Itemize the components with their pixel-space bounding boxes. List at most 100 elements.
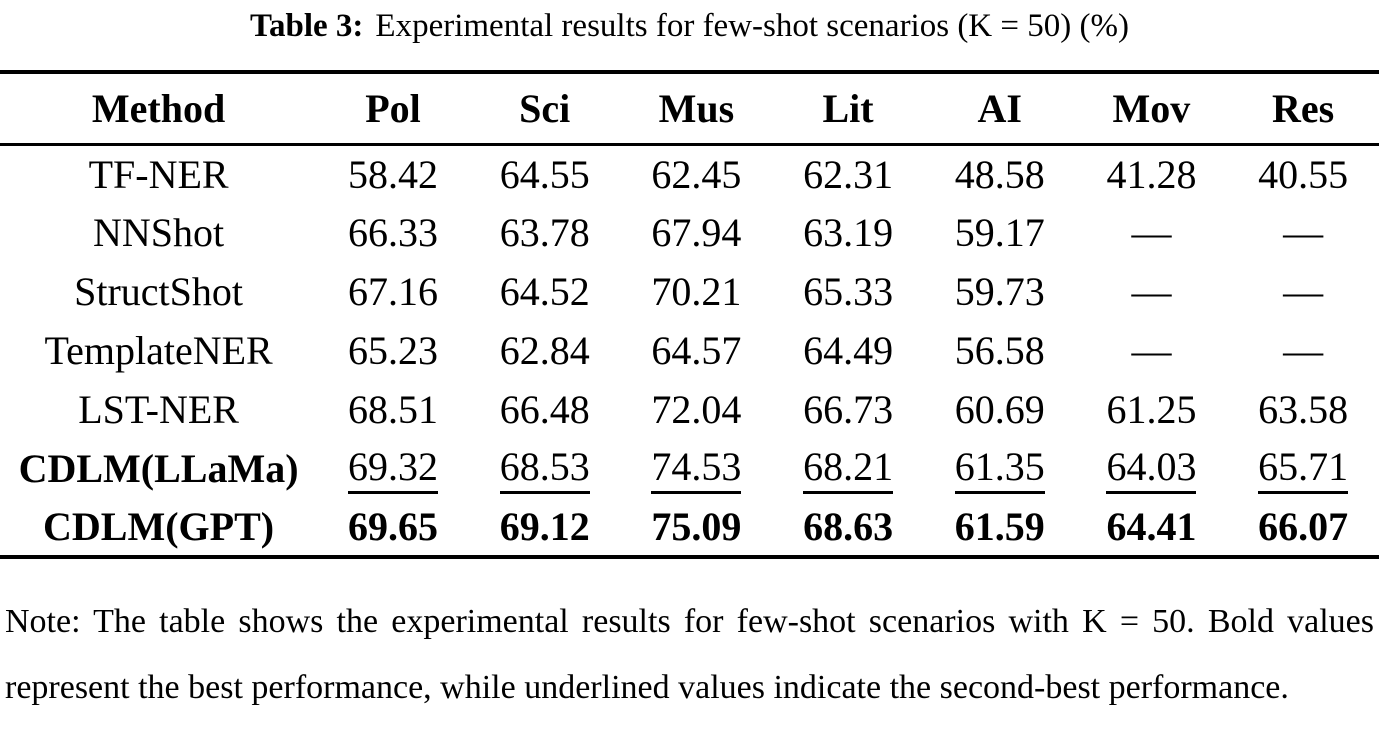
value-text: 67.16 (348, 269, 438, 314)
value-cell: 67.16 (317, 262, 469, 321)
value-text: 63.58 (1258, 387, 1349, 432)
table-row: StructShot 67.16 64.52 70.21 65.33 59.73 — — (0, 262, 1379, 321)
value-cell: 61.59 (924, 498, 1076, 557)
value-cell: 61.35 (924, 439, 1076, 498)
value-cell: 62.84 (469, 321, 621, 380)
value-text: 64.52 (499, 269, 590, 314)
table-caption-text: Experimental results for few-shot scenar… (375, 8, 1129, 44)
method-cell: NNShot (93, 210, 225, 255)
results-table: Method Pol Sci Mus Lit AI Mov Res TF-NER 58.42 64… (0, 70, 1379, 559)
value-cell: 68.63 (772, 498, 924, 557)
value-text: 68.53 (499, 446, 590, 494)
column-header-lit: Lit (822, 85, 874, 131)
table-head: Method Pol Sci Mus Lit AI Mov Res (0, 72, 1379, 144)
value-cell: 64.55 (469, 144, 621, 203)
value-cell: 69.65 (317, 498, 469, 557)
value-cell: 41.28 (1076, 144, 1228, 203)
value-text: 61.35 (954, 446, 1045, 494)
value-text: 64.49 (803, 328, 894, 373)
value-cell: 65.71 (1227, 439, 1379, 498)
column-header-sci: Sci (519, 85, 571, 131)
value-text: 69.32 (348, 446, 438, 494)
value-cell: 68.51 (317, 380, 469, 439)
value-cell: 66.73 (772, 380, 924, 439)
value-text: 66.48 (499, 387, 590, 432)
value-cell: 70.21 (621, 262, 773, 321)
value-cell: 63.19 (772, 203, 924, 262)
value-cell: 48.58 (924, 144, 1076, 203)
value-cell: 69.12 (469, 498, 621, 557)
missing-value-dash: — (1283, 269, 1324, 314)
table-row: NNShot 66.33 63.78 67.94 63.19 59.17 — — (0, 203, 1379, 262)
value-text: 69.12 (499, 504, 590, 549)
value-text: 60.69 (954, 387, 1045, 432)
value-text: 41.28 (1106, 151, 1197, 197)
value-cell: — (1227, 203, 1379, 262)
value-cell: 60.69 (924, 380, 1076, 439)
method-cell: StructShot (74, 269, 244, 314)
value-text: 66.33 (348, 210, 438, 255)
value-text: 70.21 (651, 269, 742, 314)
value-text: 68.63 (803, 504, 894, 549)
method-cell: CDLM(GPT) (43, 504, 275, 549)
value-cell: 64.41 (1076, 498, 1228, 557)
value-text: 67.94 (651, 210, 742, 255)
value-cell: 64.52 (469, 262, 621, 321)
value-cell: 64.57 (621, 321, 773, 380)
column-header-res: Res (1272, 85, 1335, 131)
value-cell: 75.09 (621, 498, 773, 557)
column-header-mus: Mus (658, 85, 735, 131)
missing-value-dash: — (1283, 328, 1324, 373)
value-cell: 66.07 (1227, 498, 1379, 557)
value-cell: 67.94 (621, 203, 773, 262)
value-cell: 68.53 (469, 439, 621, 498)
table-caption: Table 3: Experimental results for few-sho… (0, 6, 1379, 46)
value-text: 61.25 (1106, 387, 1197, 432)
value-cell: 63.58 (1227, 380, 1379, 439)
missing-value-dash: — (1131, 269, 1172, 314)
value-text: 64.03 (1106, 446, 1197, 494)
column-header-pol: Pol (365, 85, 421, 131)
value-cell: — (1227, 262, 1379, 321)
value-text: 48.58 (954, 151, 1045, 197)
value-text: 56.58 (954, 328, 1045, 373)
value-text: 68.21 (803, 446, 894, 494)
value-text: 75.09 (651, 504, 742, 549)
value-text: 59.73 (954, 269, 1045, 314)
value-cell: 65.23 (317, 321, 469, 380)
value-text: 68.51 (348, 387, 438, 432)
value-text: 65.33 (803, 269, 894, 314)
value-cell: 66.48 (469, 380, 621, 439)
value-cell: — (1076, 203, 1228, 262)
table-row: LST-NER 68.51 66.48 72.04 66.73 60.69 61.25 63.… (0, 380, 1379, 439)
missing-value-dash: — (1131, 328, 1172, 373)
value-cell: 59.73 (924, 262, 1076, 321)
value-cell: — (1076, 321, 1228, 380)
value-cell: 62.31 (772, 144, 924, 203)
method-cell: CDLM(LLaMa) (18, 446, 299, 491)
table-row: TemplateNER 65.23 62.84 64.57 64.49 56.58 — — (0, 321, 1379, 380)
missing-value-dash: — (1283, 210, 1324, 255)
value-text: 64.41 (1106, 504, 1197, 549)
value-cell: 63.78 (469, 203, 621, 262)
value-cell: 61.25 (1076, 380, 1228, 439)
value-text: 62.84 (499, 328, 590, 373)
table-note: Note: The table shows the experimental r… (5, 603, 1374, 706)
value-text: 63.78 (499, 210, 590, 255)
value-cell: 62.45 (621, 144, 773, 203)
value-cell: 69.32 (317, 439, 469, 498)
value-text: 62.45 (651, 151, 742, 197)
value-text: 69.65 (348, 504, 438, 549)
value-text: 59.17 (954, 210, 1045, 255)
value-text: 64.57 (651, 328, 742, 373)
table-body: TF-NER 58.42 64.55 62.45 62.31 48.58 41.28 40.5… (0, 144, 1379, 557)
table-row: CDLM(GPT) 69.65 69.12 75.09 68.63 61.59 64.41 6… (0, 498, 1379, 557)
table-caption-label: Table 3: (250, 8, 364, 44)
value-cell: 58.42 (317, 144, 469, 203)
value-text: 65.71 (1258, 446, 1349, 494)
value-cell: 66.33 (317, 203, 469, 262)
value-text: 65.23 (348, 328, 438, 373)
value-text: 63.19 (803, 210, 894, 255)
value-cell: 64.03 (1076, 439, 1228, 498)
